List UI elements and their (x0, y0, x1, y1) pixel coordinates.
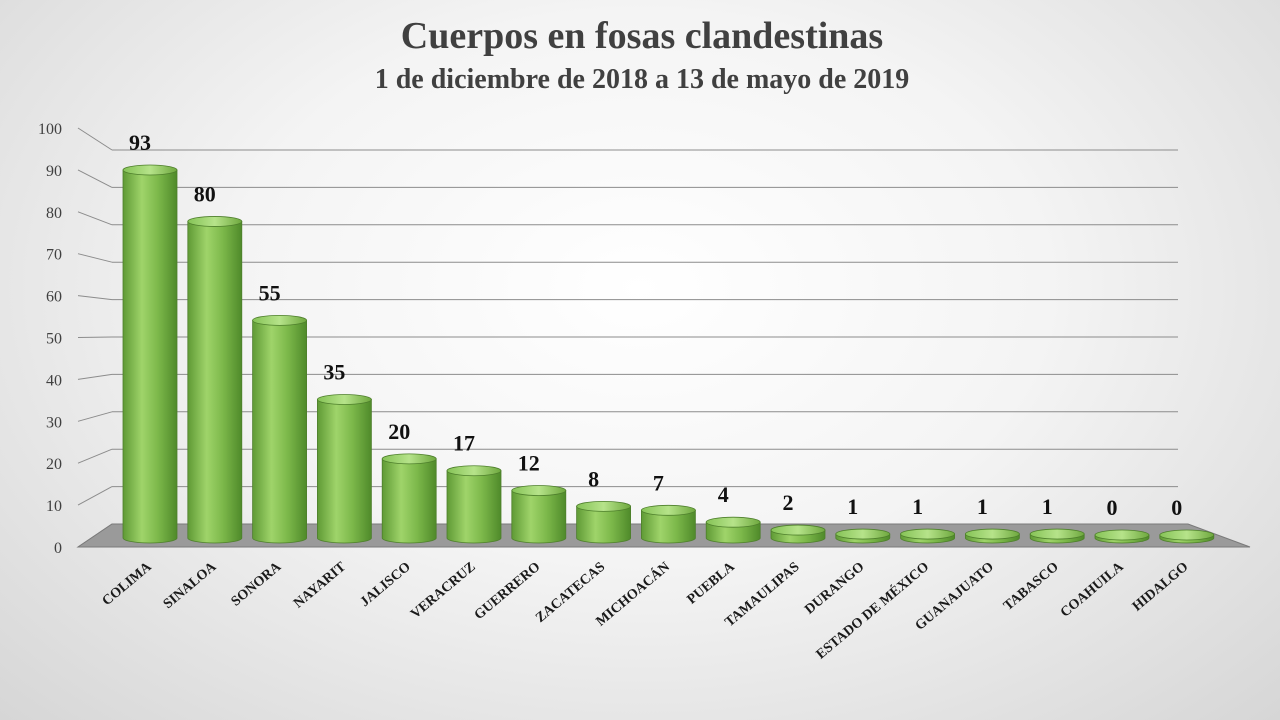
category-label: DURANGO (802, 560, 867, 618)
bar (122, 169, 178, 544)
bar-top (576, 500, 631, 512)
data-label: 55 (259, 280, 281, 305)
data-label: 0 (1107, 495, 1118, 520)
y-tick-label: 100 (38, 121, 62, 138)
category-label: HIDALGO (1130, 560, 1192, 615)
bar (511, 490, 567, 544)
bar-top (705, 516, 761, 528)
data-label: 93 (129, 130, 151, 155)
y-tick-label: 40 (46, 372, 62, 389)
data-label: 1 (847, 494, 858, 519)
gridline-side (77, 169, 113, 188)
category-label: NAYARIT (291, 559, 349, 611)
gridline-side (77, 411, 113, 422)
bar-top (1159, 529, 1215, 541)
data-label: 2 (783, 490, 794, 515)
y-tick-label: 0 (54, 540, 62, 557)
y-tick-label: 60 (46, 289, 62, 306)
bar-top (1094, 529, 1150, 541)
category-label: SINALOA (161, 559, 220, 612)
bar (317, 399, 372, 544)
bar-top (187, 216, 243, 227)
data-label: 35 (323, 360, 345, 385)
chart-subtitle: 1 de diciembre de 2018 a 13 de mayo de 2… (375, 64, 910, 95)
y-tick-label: 10 (46, 498, 62, 515)
category-label: VERACRUZ (408, 560, 478, 622)
bar-top (122, 164, 178, 176)
y-tick-label: 70 (46, 247, 62, 264)
data-label: 1 (977, 494, 988, 519)
data-label: 0 (1171, 495, 1182, 520)
data-label: 8 (588, 466, 599, 491)
gridline-side (77, 211, 113, 226)
bar (705, 521, 761, 544)
y-tick-label: 30 (46, 414, 62, 431)
data-label: 20 (388, 419, 410, 444)
y-tick-label: 80 (46, 205, 62, 222)
chart-title: Cuerpos en fosas clandestinas (401, 15, 883, 57)
bar-top (252, 314, 308, 326)
category-label: COAHUILA (1058, 559, 1127, 621)
bar-top (446, 465, 502, 477)
bar (381, 458, 437, 544)
category-label: SONORA (229, 559, 285, 610)
data-label: 1 (1042, 494, 1053, 519)
data-label: 17 (453, 431, 475, 456)
y-tick-label: 20 (46, 456, 62, 473)
gridline-side (77, 253, 113, 263)
gridline-side (77, 486, 113, 506)
bar-top (900, 528, 955, 540)
gridline-side (77, 373, 113, 380)
data-label: 1 (912, 494, 923, 519)
category-label: TABASCO (1001, 560, 1062, 614)
category-label: ESTADO DE MÉXICO (812, 558, 932, 662)
bar-top (835, 528, 891, 540)
category-label: COLIMA (100, 559, 156, 609)
bar (187, 221, 243, 544)
data-label: 80 (194, 181, 216, 206)
bar-top (316, 394, 372, 405)
gridline-side (77, 127, 113, 151)
bar-top (511, 485, 567, 496)
bar (576, 505, 631, 544)
bar (252, 319, 307, 544)
category-label: PUEBLA (685, 559, 739, 608)
bar-top (381, 453, 437, 465)
y-tick-label: 50 (46, 331, 62, 348)
data-label: 4 (718, 482, 729, 507)
data-label: 7 (653, 470, 664, 495)
gridline-side (77, 295, 113, 301)
category-label: JALISCO (358, 560, 414, 611)
bar-top (641, 504, 696, 516)
bar (641, 509, 696, 544)
bar-top (1029, 528, 1085, 540)
y-tick-label: 90 (46, 163, 62, 180)
gridline-side (77, 448, 113, 464)
bar (446, 470, 502, 544)
data-label: 12 (518, 451, 540, 476)
gridline-side (77, 336, 113, 338)
bar-top (965, 528, 1020, 540)
bar-top (770, 524, 826, 536)
